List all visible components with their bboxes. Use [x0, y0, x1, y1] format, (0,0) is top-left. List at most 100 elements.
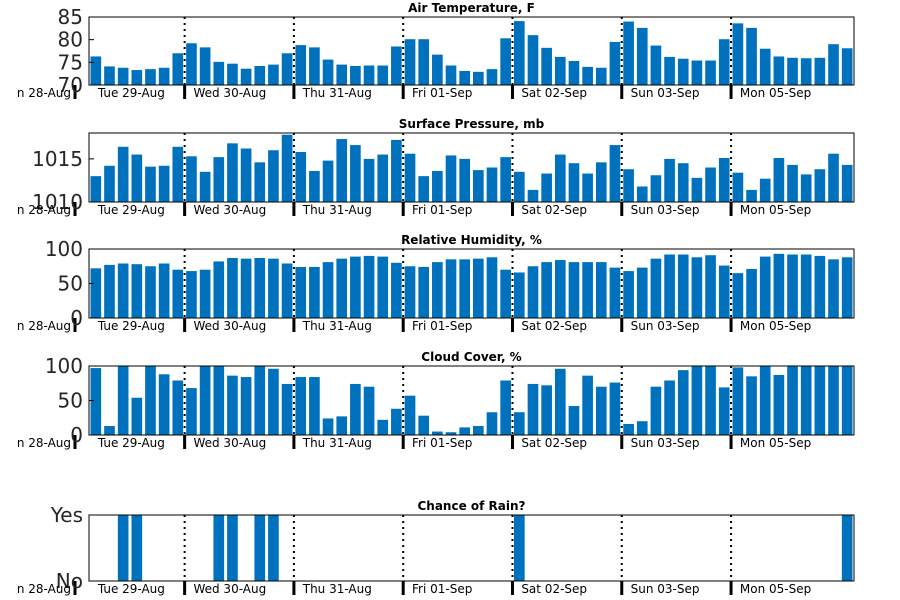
relative-humidity-bar: [609, 267, 621, 318]
cloud-cover-bar: [609, 382, 621, 435]
relative-humidity-title: Relative Humidity, %: [401, 233, 542, 247]
surface-pressure-mb-bar: [350, 145, 361, 202]
chance-of-rain-bar: [117, 515, 129, 581]
air-temperature-f-bar: [582, 66, 593, 85]
cloud-cover-bar: [828, 366, 839, 435]
surface-pressure-mb-bar: [705, 167, 716, 202]
air-temperature-f-bar: [281, 53, 293, 85]
surface-pressure-mb-bar: [773, 158, 785, 202]
relative-humidity-bar: [172, 269, 184, 318]
surface-pressure-mb-bar: [718, 158, 730, 202]
air-temperature-f-bar: [636, 27, 648, 86]
cloud-cover-bar: [268, 368, 279, 435]
air-temperature-f-bar: [500, 38, 511, 85]
relative-humidity-bar: [445, 259, 457, 318]
relative-humidity-xtick-label: Fri 01-Sep: [412, 319, 472, 333]
air-temperature-f-xtick-label: Sun 03-Sep: [631, 86, 700, 100]
cloud-cover-bar: [158, 374, 170, 435]
relative-humidity-bar: [527, 266, 539, 318]
air-temperature-f-bar: [145, 69, 156, 85]
cloud-cover-bar: [350, 383, 361, 435]
air-temperature-f-bar: [432, 54, 443, 85]
air-temperature-f-bar: [268, 64, 279, 85]
air-temperature-f-bar: [541, 47, 552, 85]
relative-humidity-bar: [746, 269, 757, 318]
air-temperature-f-bar: [664, 56, 675, 85]
surface-pressure-mb-bar: [227, 143, 238, 202]
chance-of-rain-ytick-label: No: [56, 569, 83, 593]
cloud-cover-bar: [650, 386, 662, 435]
air-temperature-f-bar: [309, 47, 320, 85]
relative-humidity-bar: [541, 262, 552, 318]
air-temperature-f-bar: [554, 56, 566, 85]
cloud-cover-bar: [677, 370, 689, 435]
surface-pressure-mb-bar: [172, 146, 184, 202]
cloud-cover-bar: [691, 366, 703, 435]
relative-humidity-bar: [664, 254, 675, 318]
relative-humidity-bar: [814, 255, 826, 318]
relative-humidity-xtick-label: Tue 29-Aug: [97, 319, 165, 333]
surface-pressure-mb-xtick-label: n 28-Aug: [17, 203, 71, 217]
cloud-cover-bar: [500, 380, 511, 435]
relative-humidity-bar: [677, 254, 689, 318]
relative-humidity-bar: [773, 253, 785, 318]
relative-humidity-bar: [240, 258, 252, 318]
cloud-cover-bar: [104, 426, 115, 435]
surface-pressure-mb-bar: [90, 176, 102, 203]
surface-pressure-mb-bar: [841, 164, 853, 202]
air-temperature-f-ytick-label: 80: [58, 28, 83, 52]
relative-humidity-bar: [800, 254, 812, 318]
surface-pressure-mb-bar: [650, 175, 662, 202]
relative-humidity-bar: [295, 266, 307, 318]
surface-pressure-mb-bar: [404, 153, 416, 202]
air-temperature-f-bar: [172, 53, 184, 85]
air-temperature-f-bar: [527, 35, 539, 85]
cloud-cover-xtick-label: Sat 02-Sep: [521, 436, 587, 450]
cloud-cover-bar: [787, 366, 798, 435]
surface-pressure-mb-bar: [800, 174, 812, 202]
cloud-cover-bar: [240, 377, 252, 435]
relative-humidity-bar: [568, 262, 580, 318]
relative-humidity-panel: 0 50 100 n 28-Aug Tue 29-Aug Wed 30-Aug Thu 31…: [17, 233, 855, 333]
air-temperature-f-bar: [199, 47, 211, 85]
surface-pressure-mb-bar: [486, 167, 498, 202]
cloud-cover-ytick-label: 100: [45, 354, 83, 378]
surface-pressure-mb-bar: [513, 171, 525, 202]
cloud-cover-xtick-label: Wed 30-Aug: [193, 436, 266, 450]
cloud-cover-bar: [117, 366, 129, 435]
air-temperature-f-xtick-label: Mon 05-Sep: [740, 86, 811, 100]
air-temperature-f-bar: [336, 64, 348, 85]
relative-humidity-xtick-label: Thu 31-Aug: [302, 319, 372, 333]
air-temperature-f-axes-box: [88, 16, 855, 86]
surface-pressure-mb-bar: [117, 146, 129, 202]
air-temperature-f-bar: [623, 21, 634, 86]
relative-humidity-xtick-label: Wed 30-Aug: [193, 319, 266, 333]
cloud-cover-bar: [800, 366, 812, 435]
surface-pressure-mb-bar: [281, 134, 293, 202]
cloud-cover-bar: [527, 383, 539, 435]
cloud-cover-bar: [554, 368, 566, 435]
relative-humidity-bar: [363, 255, 375, 318]
air-temperature-f-bar: [568, 60, 580, 85]
relative-humidity-bar: [336, 258, 348, 318]
relative-humidity-bar: [268, 258, 279, 318]
air-temperature-f-bar: [117, 67, 129, 85]
cloud-cover-bar: [281, 383, 293, 435]
air-temperature-f-bar: [746, 27, 757, 86]
air-temperature-f-xtick-label: Sat 02-Sep: [521, 86, 587, 100]
relative-humidity-ytick-label: 50: [58, 272, 83, 296]
chance-of-rain-bar: [131, 515, 143, 581]
cloud-cover-bar: [814, 366, 826, 435]
cloud-cover-bar: [199, 366, 211, 435]
cloud-cover-bar: [336, 416, 348, 435]
surface-pressure-mb-bar: [814, 169, 826, 202]
cloud-cover-xtick-label: Mon 05-Sep: [740, 436, 811, 450]
cloud-cover-ytick-label: 50: [58, 389, 83, 413]
air-temperature-f-bar: [800, 58, 812, 85]
relative-humidity-bar: [636, 267, 648, 318]
cloud-cover-bar: [718, 387, 730, 435]
relative-humidity-bar: [691, 257, 703, 318]
relative-humidity-bar: [145, 266, 156, 318]
